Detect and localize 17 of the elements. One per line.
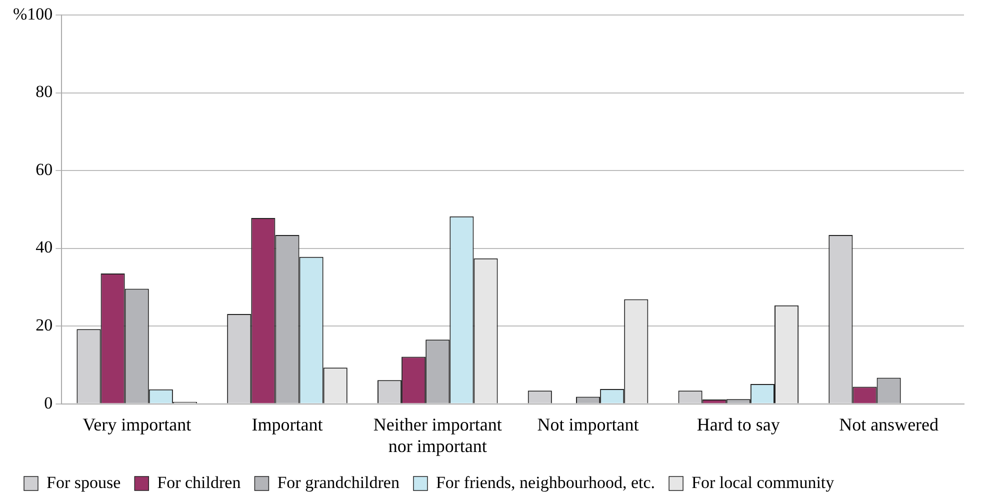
x-tick-label: Important <box>252 414 323 434</box>
y-tick-label: 0 <box>44 393 53 412</box>
legend-label: For local community <box>692 472 835 492</box>
legend-label: For friends, neighbourhood, etc. <box>436 472 656 492</box>
x-tick-label: Not answered <box>839 414 939 434</box>
y-tick-label: 80 <box>36 82 53 102</box>
legend-label: For children <box>157 472 242 492</box>
y-tick-label: 20 <box>36 316 53 335</box>
legend-label: For spouse <box>46 472 121 492</box>
x-tick-label: Neither important nor important <box>373 414 502 456</box>
x-tick-label: Not important <box>537 414 639 434</box>
legend-label: For grandchildren <box>277 472 400 492</box>
y-tick-label: 40 <box>36 238 53 257</box>
x-tick-label: Very important <box>82 414 192 434</box>
y-tick-label: 60 <box>36 160 53 179</box>
x-tick-label: Hard to say <box>696 414 780 434</box>
y-tick-label: %100 <box>12 4 53 24</box>
